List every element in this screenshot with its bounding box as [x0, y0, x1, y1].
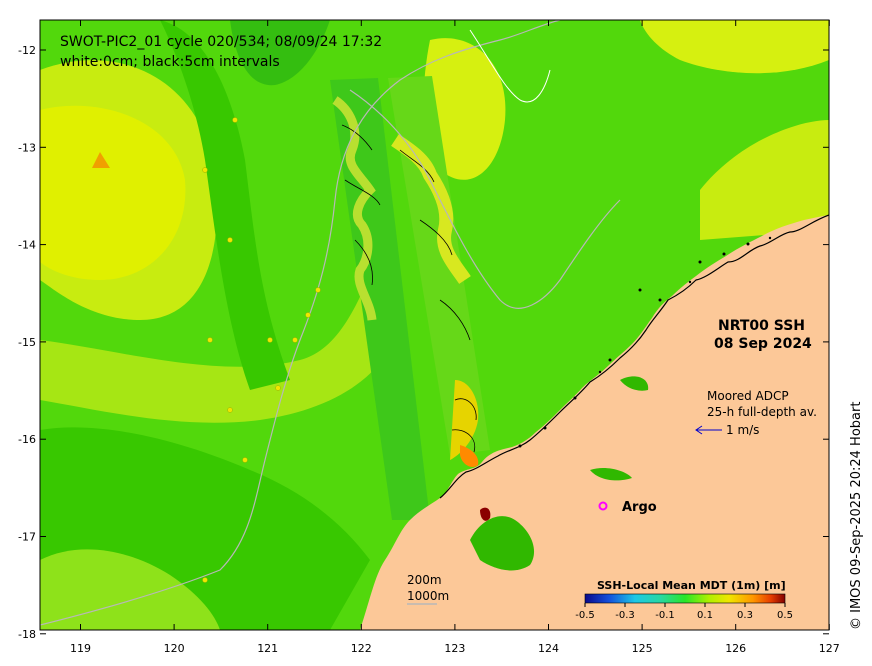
- colorbar: [584, 593, 786, 604]
- land-kimberley: [360, 215, 829, 630]
- ssh-high-west-core: [40, 105, 186, 280]
- colorbar-tick-label: 0.1: [697, 610, 713, 621]
- plot-frame: [39, 19, 830, 631]
- islands: [518, 236, 772, 448]
- x-tick-label: 124: [538, 642, 559, 655]
- coastal-inlet: [620, 376, 649, 391]
- argo-label: Argo: [622, 500, 657, 515]
- collier-bay: [590, 467, 632, 481]
- colorbar-title: SSH-Local Mean MDT (1m) [m]: [597, 579, 786, 592]
- x-tick-label: 126: [725, 642, 746, 655]
- ssh-low-north: [230, 20, 330, 86]
- plot-area: [40, 20, 829, 630]
- x-axis: 119 120 121 122 123 124 125 126 127: [70, 20, 840, 655]
- x-tick-label: 120: [164, 642, 185, 655]
- bathy-200m-contour: [349, 89, 621, 309]
- y-tick-label: -12: [18, 44, 36, 57]
- x-tick-label: 122: [351, 642, 372, 655]
- bathy-1000m-label: 1000m: [407, 589, 449, 603]
- ssh-high-ne: [640, 20, 829, 74]
- x-tick-label: 121: [257, 642, 278, 655]
- adcp-scale-arrow: [695, 425, 722, 435]
- x-tick-label: 119: [70, 642, 91, 655]
- y-tick-label: -15: [18, 336, 36, 349]
- map-title: SWOT-PIC2_01 cycle 020/534; 08/09/24 17:…: [60, 34, 382, 50]
- orange-marker: [92, 152, 110, 168]
- y-tick-label: -17: [18, 531, 36, 544]
- argo-marker-icon: [598, 501, 608, 511]
- station-markers: [202, 117, 321, 583]
- y-axis: -12 -13 -14 -15 -16 -17 -18: [18, 44, 829, 641]
- swot-swath-west: [330, 78, 430, 520]
- ssh-green-ridge: [160, 20, 290, 390]
- colorbar-tick-label: -0.1: [655, 610, 675, 621]
- y-tick-label: -14: [18, 239, 36, 252]
- ssh-high-north: [423, 38, 506, 180]
- colorbar-ticks: -0.5 -0.3 -0.1 0.1 0.3 0.5: [575, 603, 793, 621]
- product-date: 08 Sep 2024: [714, 336, 812, 352]
- adcp-scale-label: 1 m/s: [726, 423, 759, 437]
- colorbar-tick-label: 0.3: [737, 610, 753, 621]
- ssh-yellowgreen-band: [40, 250, 400, 423]
- product-label: NRT00 SSH: [718, 318, 805, 334]
- bathy-200m-label: 200m: [407, 573, 442, 587]
- ssh-high-east: [700, 120, 829, 240]
- contour-legend-text: white:0cm; black:5cm intervals: [60, 54, 280, 70]
- x-tick-label: 125: [632, 642, 653, 655]
- swot-swath-east: [388, 76, 490, 467]
- king-sound-high-ssh: [480, 507, 491, 521]
- colorbar-tick-label: -0.3: [615, 610, 635, 621]
- colorbar-tick-label: 0.5: [777, 610, 793, 621]
- colorbar-tick-label: -0.5: [575, 610, 595, 621]
- adcp-label: Moored ADCP: [707, 389, 789, 403]
- ssh-yellowgreen-sw: [40, 549, 220, 630]
- x-tick-label: 123: [444, 642, 465, 655]
- y-tick-label: -16: [18, 433, 36, 446]
- y-tick-label: -13: [18, 141, 36, 154]
- ssh-zero-contour: [469, 29, 551, 103]
- bathy-1000m-contour: [40, 20, 561, 626]
- adcp-sublabel: 25-h full-depth av.: [707, 405, 817, 419]
- credit-text: © IMOS 09-Sep-2025 20:24 Hobart: [849, 402, 864, 630]
- coastline: [439, 214, 829, 499]
- king-sound: [470, 516, 535, 571]
- y-tick-label: -18: [18, 628, 36, 641]
- x-tick-label: 127: [819, 642, 840, 655]
